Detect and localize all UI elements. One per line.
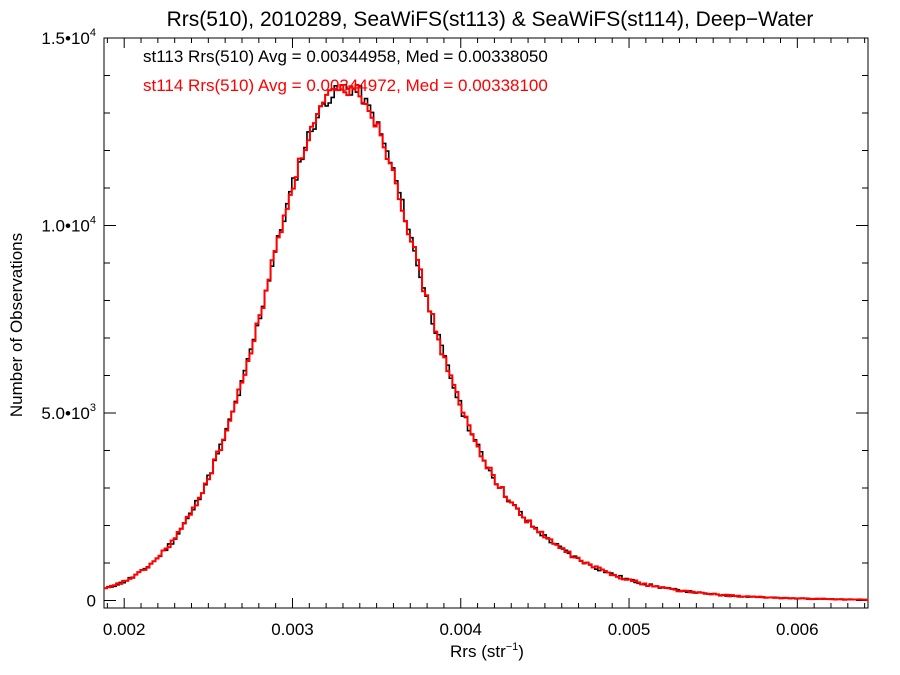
series-line-0 <box>104 84 869 601</box>
annotation-st113: st113 Rrs(510) Avg = 0.00344958, Med = 0… <box>143 47 548 66</box>
x-axis-title-superscript: −1 <box>506 641 519 653</box>
annotation-st114: st114 Rrs(510) Avg = 0.00344972, Med = 0… <box>143 76 548 95</box>
y-axis-title: Number of Observations <box>7 233 26 417</box>
y-tick-label: 1.0•104 <box>41 215 96 236</box>
x-tick-label: 0.006 <box>776 620 819 639</box>
x-axis-title: Rrs (str−1) <box>450 641 524 661</box>
x-tick-label: 0.002 <box>103 620 146 639</box>
x-tick-label: 0.003 <box>271 620 314 639</box>
y-tick-label: 5.0•103 <box>41 402 96 423</box>
chart-title: Rrs(510), 2010289, SeaWiFS(st113) & SeaW… <box>167 8 814 31</box>
plot-frame <box>103 37 869 609</box>
x-axis: 0.002 0.003 0.004 0.005 0.006 <box>103 38 866 639</box>
y-axis: 0 5.0•103 1.0•104 1.5•104 <box>41 27 868 611</box>
y-tick-label: 0 <box>87 592 96 611</box>
series-line-1 <box>104 83 869 602</box>
y-tick-label: 1.5•104 <box>41 27 96 48</box>
x-tick-label: 0.004 <box>439 620 482 639</box>
series-layer <box>104 83 869 602</box>
x-tick-label: 0.005 <box>608 620 651 639</box>
